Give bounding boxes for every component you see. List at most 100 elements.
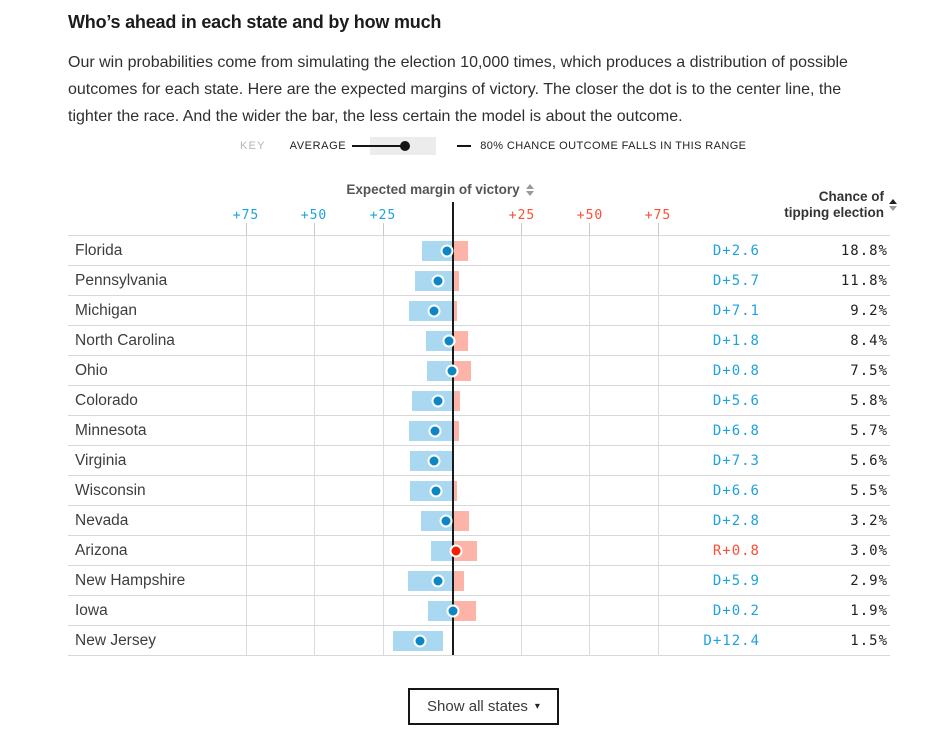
axis-tick: +75 <box>644 208 672 223</box>
average-dot <box>429 484 443 498</box>
margin-value: D+7.3 <box>712 453 760 469</box>
column-header-expected-margin[interactable]: Expected margin of victory <box>300 182 580 197</box>
margin-value: D+5.6 <box>712 393 760 409</box>
axis-tick: +25 <box>369 208 397 223</box>
tipping-chance-value: 1.9% <box>850 603 888 619</box>
state-label: New Jersey <box>75 632 156 649</box>
table-row: Minnesota D+6.8 5.7% <box>68 415 890 446</box>
tipping-chance-value: 18.8% <box>840 243 888 259</box>
range-bar-rep <box>452 421 459 441</box>
margin-value: D+5.7 <box>712 273 760 289</box>
state-label: Ohio <box>75 362 108 379</box>
tipping-chance-value: 7.5% <box>850 363 888 379</box>
zero-margin-center-line <box>452 202 454 655</box>
average-dot <box>413 634 427 648</box>
margin-value: D+12.4 <box>703 633 760 649</box>
margin-value: R+0.8 <box>712 543 760 559</box>
average-dot <box>427 454 441 468</box>
margin-value: D+0.2 <box>712 603 760 619</box>
average-dot <box>442 334 456 348</box>
axis-tick-mark <box>246 223 247 235</box>
range-bar-rep <box>452 301 457 321</box>
range-bar-rep <box>452 241 468 261</box>
table-row: Ohio D+0.8 7.5% <box>68 355 890 386</box>
tipping-chance-value: 11.8% <box>840 273 888 289</box>
average-dot <box>427 304 441 318</box>
chart-description: Our win probabilities come from simulati… <box>68 54 848 125</box>
axis-tick-mark <box>383 223 384 235</box>
tipping-chance-value: 8.4% <box>850 333 888 349</box>
key-average-line <box>352 145 406 147</box>
table-row: Virginia D+7.3 5.6% <box>68 445 890 476</box>
state-label: Arizona <box>75 542 128 559</box>
chart-key: KEY AVERAGE 80% CHANCE OUTCOME FALLS IN … <box>240 137 746 155</box>
range-bar-rep <box>452 571 464 591</box>
margin-value: D+7.1 <box>712 303 760 319</box>
average-dot <box>445 364 458 378</box>
page-title: Who’s ahead in each state and by how muc… <box>68 12 442 33</box>
table-rows: Florida D+2.6 18.8% Pennsylvania D+5.7 11.8% M… <box>68 235 890 656</box>
axis-tick-labels: +75 +50 +25 +25 +50 +75 <box>0 208 925 223</box>
expected-margin-header-label: Expected margin of victory <box>346 182 520 197</box>
table-row: Iowa D+0.2 1.9% <box>68 595 890 626</box>
tipping-chance-value: 3.0% <box>850 543 888 559</box>
axis-tick: +50 <box>576 208 604 223</box>
table-row: Florida D+2.6 18.8% <box>68 235 890 266</box>
margin-value: D+2.6 <box>712 243 760 259</box>
state-label: North Carolina <box>75 332 175 349</box>
table-row: New Hampshire D+5.9 2.9% <box>68 565 890 596</box>
average-dot <box>440 244 454 258</box>
range-bar-rep <box>452 601 476 621</box>
sort-icon <box>889 199 897 211</box>
average-dot <box>439 514 453 528</box>
state-label: Iowa <box>75 602 108 619</box>
tipping-chance-value: 5.8% <box>850 393 888 409</box>
axis-tick-mark <box>589 223 590 235</box>
table-row: Nevada D+2.8 3.2% <box>68 505 890 536</box>
table-row: New Jersey D+12.4 1.5% <box>68 625 890 656</box>
margin-value: D+0.8 <box>712 363 760 379</box>
tipping-chance-value: 1.5% <box>850 633 888 649</box>
key-range-label: 80% CHANCE OUTCOME FALLS IN THIS RANGE <box>480 140 747 152</box>
state-label: Florida <box>75 242 123 259</box>
range-bar-dem <box>428 601 453 621</box>
sort-icon <box>525 183 534 196</box>
range-bar-rep <box>452 391 460 411</box>
state-label: Minnesota <box>75 422 147 439</box>
tipping-chance-header-label: Chance of tipping election <box>784 189 884 220</box>
state-label: Wisconsin <box>75 482 146 499</box>
tipping-chance-value: 5.5% <box>850 483 888 499</box>
key-dash <box>457 145 472 147</box>
axis-tick: +50 <box>300 208 328 223</box>
average-dot <box>431 574 445 588</box>
tipping-chance-value: 3.2% <box>850 513 888 529</box>
table-row: Colorado D+5.6 5.8% <box>68 385 890 416</box>
axis-tick-mark <box>314 223 315 235</box>
margin-value: D+6.8 <box>712 423 760 439</box>
average-dot <box>431 394 445 408</box>
state-label: Colorado <box>75 392 138 409</box>
range-bar-rep <box>452 481 457 501</box>
tipping-chance-value: 9.2% <box>850 303 888 319</box>
margin-value: D+2.8 <box>712 513 760 529</box>
state-label: Virginia <box>75 452 127 469</box>
state-label: Nevada <box>75 512 129 529</box>
average-dot <box>431 274 445 288</box>
average-dot <box>446 604 460 618</box>
axis-tick-mark <box>521 223 522 235</box>
range-bar-dem <box>430 541 453 561</box>
chevron-down-icon: ▾ <box>534 701 540 712</box>
state-label: Michigan <box>75 302 138 319</box>
key-average-dot-icon <box>400 141 411 151</box>
show-all-states-label: Show all states <box>427 698 528 715</box>
show-all-states-button[interactable]: Show all states ▾ <box>408 688 559 725</box>
table-row: North Carolina D+1.8 8.4% <box>68 325 890 356</box>
axis-tick: +25 <box>508 208 536 223</box>
column-header-tipping-chance[interactable]: Chance of tipping election <box>784 189 897 221</box>
axis-tick: +75 <box>232 208 260 223</box>
tipping-chance-value: 5.7% <box>850 423 888 439</box>
state-label: New Hampshire <box>75 572 186 589</box>
tipping-chance-value: 2.9% <box>850 573 888 589</box>
range-bar-rep <box>452 511 470 531</box>
range-bar-rep <box>452 331 469 351</box>
